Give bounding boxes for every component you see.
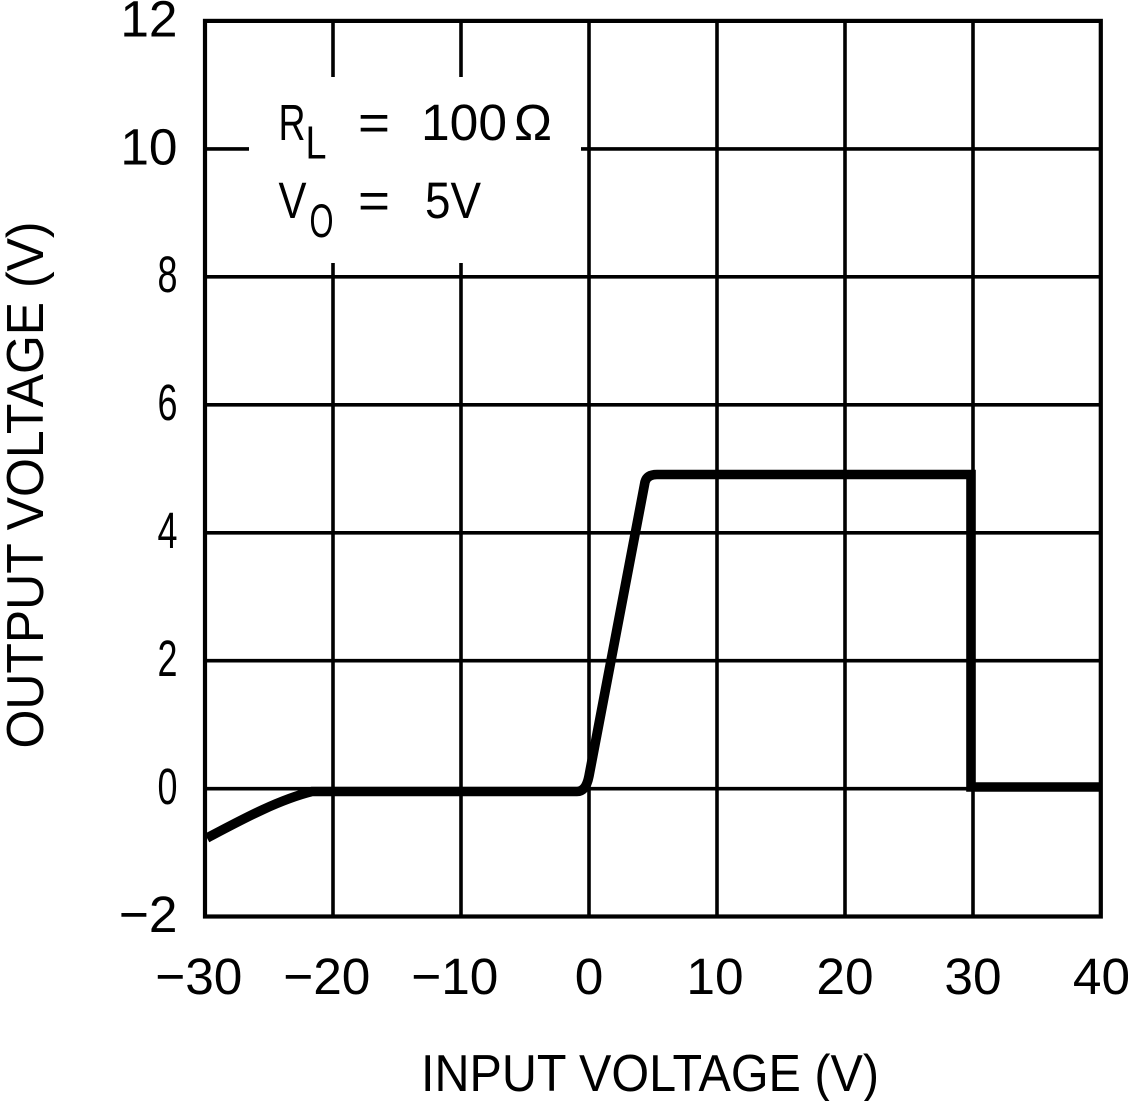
svg-text:O: O xyxy=(310,194,334,247)
svg-text:L: L xyxy=(306,117,327,169)
svg-text:6: 6 xyxy=(158,373,178,431)
svg-text:30: 30 xyxy=(944,947,1001,1005)
svg-text:INPUT VOLTAGE (V): INPUT VOLTAGE (V) xyxy=(421,1044,879,1101)
svg-text:−20: −20 xyxy=(283,947,370,1005)
svg-text:V: V xyxy=(279,171,308,229)
svg-text:10: 10 xyxy=(686,947,743,1005)
svg-text:−2: −2 xyxy=(119,885,178,943)
svg-text:5V: 5V xyxy=(425,171,482,229)
svg-text:4: 4 xyxy=(158,501,178,559)
svg-text:8: 8 xyxy=(158,245,178,303)
svg-text:Ω: Ω xyxy=(514,93,552,151)
svg-text:0: 0 xyxy=(158,757,178,815)
svg-text:=: = xyxy=(358,171,390,229)
svg-text:0: 0 xyxy=(575,947,604,1005)
svg-text:−30: −30 xyxy=(155,947,242,1005)
svg-text:100: 100 xyxy=(421,93,507,151)
svg-text:OUTPUT VOLTAGE (V): OUTPUT VOLTAGE (V) xyxy=(0,222,54,749)
svg-text:12: 12 xyxy=(120,0,177,47)
svg-text:10: 10 xyxy=(120,117,177,175)
svg-text:=: = xyxy=(358,93,390,151)
svg-text:20: 20 xyxy=(816,947,873,1005)
svg-text:R: R xyxy=(279,93,306,151)
svg-text:40: 40 xyxy=(1073,947,1128,1005)
svg-text:2: 2 xyxy=(158,629,178,687)
svg-text:−10: −10 xyxy=(411,947,498,1005)
